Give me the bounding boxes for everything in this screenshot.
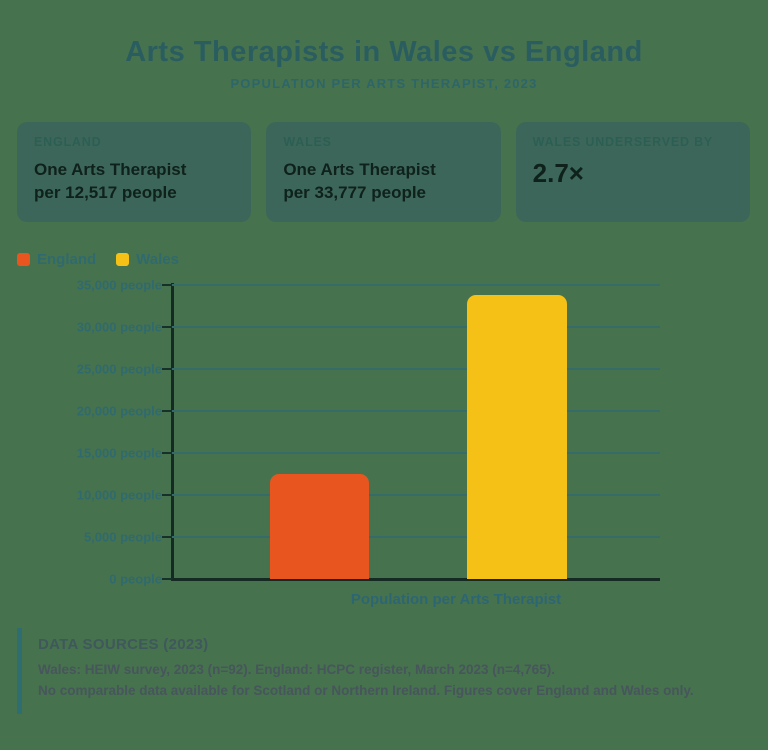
plot-area (162, 283, 660, 581)
card-line2: per 12,517 people (34, 183, 177, 203)
card-value-wales: One Arts Therapist per 33,777 people (283, 158, 483, 205)
y-tick-mark (162, 494, 172, 496)
y-tick-label: 25,000 people (76, 361, 162, 377)
card-label-wales: WALES (283, 135, 332, 149)
card-label-ratio: WALES UNDERSERVED BY (532, 135, 714, 149)
stat-card-wales: WALES One Arts Therapist per 33,777 peop… (266, 122, 501, 222)
card-line1: One Arts Therapist (34, 160, 187, 179)
card-line1: One Arts Therapist (283, 160, 436, 179)
y-tick-label: 20,000 people (76, 403, 162, 419)
legend-swatch-england (17, 253, 30, 266)
y-axis-labels: 35,000 people 30,000 people 25,000 people 2… (0, 278, 162, 587)
stat-card-england: ENGLAND One Arts Therapist per 12,517 pe… (17, 122, 252, 222)
data-sources: DATA SOURCES (2023) Wales: HEIW survey, … (17, 628, 694, 714)
page-subtitle: POPULATION PER ARTS THERAPIST, 2023 (230, 76, 538, 91)
y-tick-mark (162, 284, 172, 286)
y-tick-mark (162, 536, 172, 538)
legend-swatch-wales (116, 253, 130, 266)
y-axis-line (171, 283, 174, 581)
y-tick-label: 30,000 people (76, 319, 162, 335)
y-tick-mark (162, 368, 172, 370)
y-tick-label: 5,000 people (83, 529, 162, 545)
gridline (172, 536, 660, 538)
card-value-ratio: 2.7× (532, 158, 584, 188)
card-label-england: ENGLAND (34, 135, 102, 149)
card-value-england: One Arts Therapist per 12,517 people (34, 158, 234, 205)
data-sources-heading: DATA SOURCES (2023) (38, 636, 209, 653)
legend-item-england: England (17, 251, 96, 268)
y-tick-label: 15,000 people (76, 445, 162, 461)
chart-legend: England Wales (17, 251, 179, 268)
bar-england (270, 473, 369, 579)
y-tick-label: 10,000 people (76, 487, 162, 503)
y-tick-label: 35,000 people (76, 277, 162, 293)
legend-label: England (37, 251, 97, 268)
gridline (172, 284, 660, 286)
gridline (172, 494, 660, 496)
card-line2: per 33,777 people (283, 183, 427, 203)
x-axis-line (171, 578, 660, 581)
y-tick-mark (162, 452, 172, 454)
legend-label: Wales (136, 251, 179, 268)
y-tick-label: 0 people (109, 571, 162, 587)
y-tick-mark (162, 578, 172, 580)
x-axis-title: Population per Arts Therapist (350, 591, 562, 608)
bar-wales (467, 295, 568, 579)
y-tick-mark (162, 326, 172, 328)
y-tick-mark (162, 410, 172, 412)
stat-cards: ENGLAND One Arts Therapist per 12,517 pe… (17, 122, 750, 222)
data-sources-line1: Wales: HEIW survey, 2023 (n=92). England… (38, 662, 555, 677)
gridline (172, 410, 660, 412)
gridline (172, 326, 660, 328)
gridline (172, 452, 660, 454)
data-sources-line2: No comparable data available for Scotlan… (38, 683, 694, 698)
page-title: Arts Therapists in Wales vs England (125, 36, 643, 68)
stat-card-ratio: WALES UNDERSERVED BY 2.7× (515, 122, 750, 222)
legend-item-wales: Wales (116, 251, 179, 268)
gridline (172, 368, 660, 370)
